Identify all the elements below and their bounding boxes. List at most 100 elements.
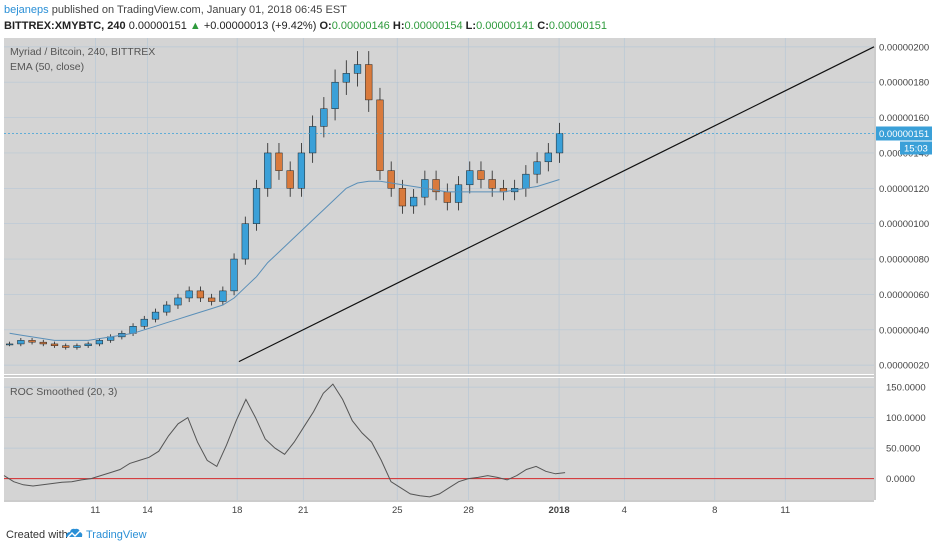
- candle-body: [320, 108, 328, 127]
- last-price: 0.00000151: [128, 20, 187, 32]
- h-label: H:: [392, 20, 405, 32]
- roc-y-tick-label: 0.0000: [886, 474, 915, 485]
- x-tick-label: 11: [780, 505, 790, 516]
- y-tick-label: 0.00000060: [879, 290, 929, 301]
- c-label: C:: [537, 20, 549, 32]
- candle-body: [522, 173, 530, 189]
- candle-body: [365, 64, 373, 101]
- candle-body: [17, 340, 25, 345]
- publish-line: bejaneps published on TradingView.com, J…: [4, 4, 347, 16]
- candle-body: [28, 340, 36, 343]
- candle-body: [5, 343, 14, 346]
- candle-body: [297, 152, 306, 189]
- x-tick-label: 4: [622, 505, 627, 516]
- header: bejaneps published on TradingView.com, J…: [0, 0, 932, 36]
- x-tick-label: 18: [232, 505, 243, 516]
- time-tag-bg: [900, 141, 932, 155]
- y-tick-label: 0.00000100: [879, 219, 929, 230]
- ema-indicator-label[interactable]: EMA (50, close): [10, 61, 85, 73]
- footer: Created with TradingView: [0, 520, 932, 550]
- candle-body: [185, 290, 193, 299]
- candle-body: [443, 191, 451, 203]
- candle-body: [163, 304, 171, 313]
- o-value: 0.00000146: [331, 20, 390, 32]
- candle-body: [73, 345, 81, 348]
- x-tick-label: 8: [712, 505, 717, 516]
- candle-body: [342, 73, 350, 83]
- candle-body: [84, 343, 92, 346]
- symbol-label: BITTREX:XMYBTC, 240: [4, 20, 126, 32]
- main-pane-title: Myriad / Bitcoin, 240, BITTREX: [10, 46, 156, 58]
- candle-body: [50, 343, 59, 346]
- y-tick-label: 0.00000040: [879, 325, 929, 336]
- candle-body: [39, 341, 47, 345]
- o-label: O:: [319, 20, 332, 32]
- trendline: [238, 46, 875, 363]
- candle-body: [275, 152, 283, 171]
- time-tag-text: 15:03: [904, 143, 928, 154]
- candle-body: [219, 290, 227, 302]
- l-value: 0.00000141: [476, 20, 535, 32]
- candle-body: [432, 179, 440, 193]
- candle-body: [376, 99, 384, 171]
- x-tick-label: 14: [142, 505, 153, 516]
- candle-body: [264, 152, 272, 189]
- candle-body: [454, 184, 463, 203]
- candle-body: [151, 311, 160, 320]
- candle-body: [62, 345, 70, 348]
- author-link[interactable]: bejaneps: [4, 4, 49, 16]
- candle-body: [555, 133, 564, 154]
- price-tag-text: 0.00000151: [879, 129, 929, 140]
- candle-body: [488, 179, 496, 189]
- created-with-text: Created with: [6, 529, 68, 541]
- c-value: 0.00000151: [548, 20, 607, 32]
- y-tick-label: 0.00000020: [879, 361, 929, 372]
- change-value: +0.00000013 (+9.42%): [203, 20, 317, 32]
- candle-body: [196, 290, 205, 299]
- up-arrow-icon: ▲: [189, 20, 201, 32]
- x-tick-label: 21: [298, 505, 309, 516]
- tradingview-brand[interactable]: TradingView: [86, 529, 147, 541]
- y-tick-label: 0.00000080: [879, 255, 929, 266]
- y-tick-label: 0.00000120: [879, 184, 929, 195]
- main-pane-bg: [4, 38, 874, 374]
- x-tick-label: 11: [90, 505, 100, 516]
- candle-body: [309, 126, 317, 154]
- candle-body: [95, 340, 104, 345]
- candle-body: [353, 64, 362, 74]
- candle-body: [230, 258, 238, 292]
- tradingview-logo-icon[interactable]: [64, 527, 84, 541]
- roc-y-tick-label: 150.0000: [886, 383, 926, 394]
- ohlc-line: BITTREX:XMYBTC, 240 0.00000151 ▲ +0.0000…: [4, 20, 607, 32]
- candle-body: [466, 170, 474, 186]
- published-text: published on TradingView.com, January 01…: [51, 4, 347, 16]
- candle-body: [410, 196, 418, 207]
- candle-body: [544, 152, 552, 163]
- candle-body: [208, 297, 216, 302]
- x-tick-label: 28: [463, 505, 474, 516]
- chart-area[interactable]: 0.000002000.000001800.000001600.00000140…: [0, 36, 932, 516]
- candle-body: [286, 170, 294, 189]
- candle-body: [252, 188, 261, 224]
- candle-body: [398, 188, 407, 207]
- roc-indicator-label[interactable]: ROC Smoothed (20, 3): [10, 386, 118, 398]
- h-value: 0.00000154: [404, 20, 463, 32]
- x-tick-label: 25: [392, 505, 403, 516]
- roc-pane-bg: [4, 378, 874, 500]
- candle-body: [533, 161, 541, 175]
- l-label: L:: [465, 20, 477, 32]
- candle-body: [174, 297, 182, 306]
- roc-line: [3, 383, 566, 498]
- y-tick-label: 0.00000200: [879, 42, 929, 53]
- candle-body: [140, 318, 148, 327]
- x-tick-label: 2018: [548, 505, 569, 516]
- roc-y-tick-label: 100.0000: [886, 413, 926, 424]
- y-tick-label: 0.00000180: [879, 78, 929, 89]
- roc-y-tick-label: 50.0000: [886, 444, 920, 455]
- candle-body: [241, 223, 249, 260]
- candle-body: [387, 170, 395, 189]
- price-tag-bg: [876, 126, 932, 141]
- chart-svg[interactable]: 0.000002000.000001800.000001600.00000140…: [0, 36, 932, 516]
- candle-body: [477, 170, 485, 180]
- y-tick-label: 0.00000160: [879, 113, 929, 124]
